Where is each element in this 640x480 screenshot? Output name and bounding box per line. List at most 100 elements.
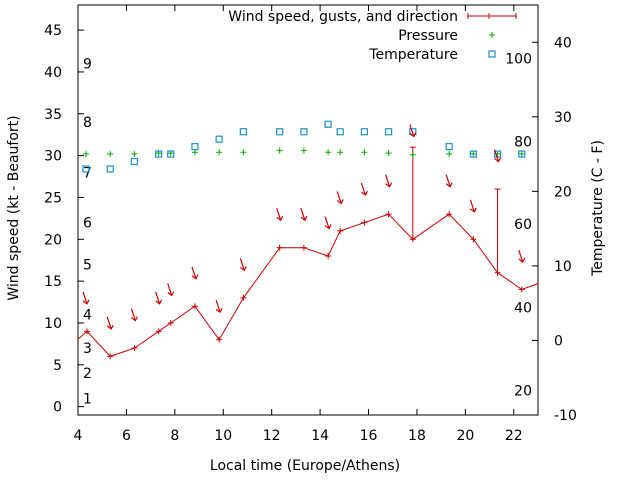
wind-point (361, 219, 368, 226)
direction-arrow-head (300, 215, 308, 222)
y-axis-label-right: Temperature (C - F) (590, 140, 606, 277)
direction-arrow (360, 182, 368, 196)
temperature-point (239, 128, 247, 136)
temperature-point (324, 120, 332, 128)
fahrenheit-label: 80 (514, 134, 532, 150)
y-left-tick-label: 0 (53, 400, 62, 416)
direction-arrow-head (155, 299, 163, 305)
y-right-tick-label: 40 (554, 35, 572, 51)
left-axis-ticks: 0 5 10 15 20 25 30 35 40 45 (44, 23, 84, 416)
gust-bar (409, 146, 416, 240)
x-tick-label: 16 (360, 428, 378, 444)
direction-arrow (82, 291, 90, 305)
wind-point (240, 294, 247, 301)
direction-arrow (130, 308, 138, 322)
wind-point (83, 328, 90, 335)
direction-arrow-shaft (191, 266, 197, 279)
wind-point (276, 244, 283, 251)
pressure-point (191, 149, 198, 156)
wind-point (518, 286, 525, 293)
wind-series (76, 146, 539, 360)
direction-arrow-shaft (276, 207, 282, 221)
direction-arrow-head (385, 182, 393, 188)
beaufort-label: 4 (83, 308, 92, 324)
direction-arrow-shaft (239, 258, 245, 271)
beaufort-label: 3 (83, 341, 92, 357)
y-right-tick-label: 30 (554, 110, 572, 126)
temperature-point (385, 128, 393, 136)
y-left-tick-label: 15 (44, 274, 62, 290)
direction-arrow-shaft (360, 182, 366, 196)
direction-arrow-shaft (445, 174, 451, 187)
temperature-point (106, 165, 114, 173)
direction-arrow-shaft (167, 283, 173, 296)
legend-sample-temperature (488, 50, 496, 58)
beaufort-label: 1 (83, 391, 92, 407)
x-tick-label: 6 (122, 428, 131, 444)
legend-label-pressure: Pressure (398, 28, 458, 44)
y-left-tick-label: 30 (44, 149, 62, 165)
wind-point (131, 345, 138, 352)
temperature-point (300, 128, 308, 136)
pressure-point (107, 150, 114, 157)
wind-point (167, 319, 174, 326)
temperature-point (336, 128, 344, 136)
fahrenheit-labels: 20 40 60 80 100 (505, 52, 532, 400)
wind-point (385, 211, 392, 218)
axes (77, 4, 539, 416)
direction-arrow-head (336, 199, 344, 205)
direction-arrow (493, 149, 502, 163)
temperature-point (445, 143, 453, 151)
x-tick-label: 8 (170, 428, 179, 444)
temperature-point (518, 150, 526, 158)
direction-arrow-shaft (409, 124, 415, 137)
x-tick-label: 4 (74, 428, 83, 444)
pressure-point (82, 150, 89, 157)
direction-arrow (215, 300, 223, 314)
pressure-point (385, 150, 392, 157)
wind-point (446, 211, 453, 218)
temperature-point (167, 150, 175, 158)
direction-arrow-head (215, 307, 223, 314)
x-tick-label: 12 (263, 428, 281, 444)
wind-point (216, 336, 223, 343)
direction-arrow (445, 174, 453, 188)
wind-point (337, 227, 344, 234)
direction-arrow-shaft (469, 199, 475, 213)
direction-arrow (385, 174, 393, 188)
direction-arrow-head (82, 299, 90, 305)
temperature-point (130, 157, 139, 166)
direction-arrow-shaft (324, 216, 330, 229)
direction-arrow-head (518, 257, 526, 263)
direction-arrow (409, 124, 417, 138)
direction-arrow-shaft (336, 191, 342, 204)
direction-arrow (336, 191, 344, 205)
direction-arrow-shaft (518, 249, 524, 263)
direction-arrow-head (469, 207, 477, 213)
fahrenheit-label: 60 (514, 217, 532, 233)
y-right-tick-label: -10 (554, 408, 577, 424)
direction-arrow (191, 266, 199, 280)
fahrenheit-label: 20 (514, 383, 532, 399)
x-tick-label: 14 (311, 428, 329, 444)
x-tick-label: 22 (505, 428, 523, 444)
beaufort-label: 5 (83, 257, 92, 273)
beaufort-label: 6 (83, 216, 92, 232)
y-left-tick-label: 25 (44, 190, 62, 206)
y-left-tick-label: 5 (53, 358, 62, 374)
direction-arrow-shaft (215, 300, 221, 313)
direction-arrow (300, 207, 308, 222)
y-right-tick-label: 20 (554, 184, 572, 200)
direction-arrow-head (324, 224, 332, 230)
direction-arrow-shaft (493, 149, 500, 162)
pressure-point (325, 149, 332, 156)
direction-arrow-shaft (155, 291, 161, 305)
direction-arrow-shaft (82, 291, 88, 305)
pressure-point (276, 147, 283, 154)
x-tick-label: 10 (214, 428, 232, 444)
direction-arrow-shaft (385, 174, 391, 187)
wind-point (325, 253, 332, 260)
fahrenheit-label: 100 (505, 52, 532, 68)
beaufort-label: 9 (83, 57, 92, 73)
